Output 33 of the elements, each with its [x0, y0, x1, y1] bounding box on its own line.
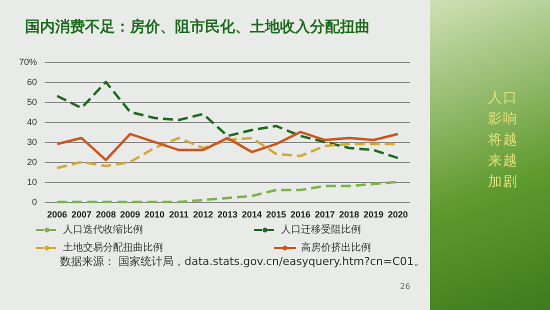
chart-title: 国内消费不足：房价、阻市民化、土地收入分配扭曲: [25, 18, 370, 36]
x-tick-label: 2016: [290, 210, 311, 220]
legend-label: 土地交易分配扭曲比例: [63, 242, 163, 254]
legend-label: 人口迭代收缩比例: [63, 224, 143, 236]
x-tick-label: 2012: [193, 210, 214, 220]
x-tick-label: 2020: [388, 210, 408, 220]
text: 人口影响将越来越加剧: [488, 89, 518, 192]
x-tick-label: 2007: [71, 210, 92, 220]
x-tick-label: 2017: [314, 210, 335, 220]
x-tick-label: 2008: [96, 210, 116, 220]
x-tick-label: 2019: [363, 210, 384, 220]
line-series: [56, 80, 400, 160]
x-tick-label: 2013: [217, 210, 238, 220]
y-tick-label: 70%: [18, 57, 37, 67]
x-tick-label: 2006: [47, 210, 68, 220]
y-tick-label: 50: [26, 97, 37, 107]
y-tick-label: 30: [26, 137, 37, 147]
x-tick-label: 2018: [339, 210, 360, 220]
line-series: [56, 130, 400, 162]
x-tick-label: 2010: [144, 210, 165, 220]
y-tick-label: 40: [26, 117, 37, 127]
text: 26: [400, 282, 410, 291]
source-note: 数据来源： 国家统计局，data.stats.gov.cn/easyquery.htm?cn=C01。: [60, 254, 425, 269]
y-tick-label: 20: [26, 157, 37, 167]
y-tick-label: 0: [32, 197, 37, 207]
x-tick-label: 2011: [169, 210, 189, 220]
y-tick-label: 60: [26, 77, 37, 87]
x-tick-label: 2014: [242, 210, 262, 220]
legend-label: 高房价挤出比例: [301, 242, 371, 254]
x-tick-label: 2015: [266, 210, 286, 220]
x-tick-label: 2009: [120, 210, 140, 220]
y-tick-label: 10: [26, 177, 37, 187]
legend-label: 人口迁移受阻比例: [281, 224, 361, 236]
